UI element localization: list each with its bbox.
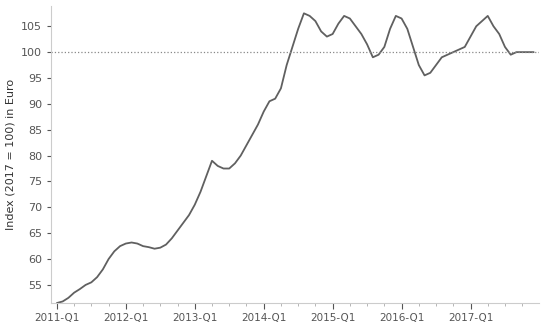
Y-axis label: Index (2017 = 100) in Euro: Index (2017 = 100) in Euro <box>5 79 16 230</box>
